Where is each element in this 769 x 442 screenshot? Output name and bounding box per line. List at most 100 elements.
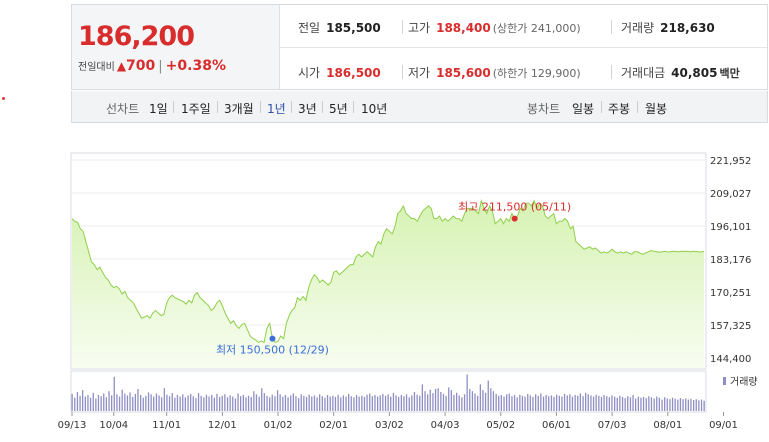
- volume-bar: [379, 395, 381, 411]
- quote-row-divider: [279, 47, 767, 48]
- volume-bar: [577, 395, 579, 411]
- volume-bar: [284, 395, 287, 411]
- volume-bar: [687, 399, 689, 411]
- volume-bar: [337, 394, 339, 411]
- prev-close-value: 185,500: [326, 21, 381, 35]
- volume-bar: [82, 390, 84, 411]
- col-divider: [402, 65, 403, 79]
- volume-bar: [192, 396, 194, 411]
- tab-3m[interactable]: 3개월: [224, 102, 254, 116]
- tab-5y[interactable]: 5년: [329, 102, 348, 116]
- price-area: [72, 200, 704, 368]
- tab-1w[interactable]: 1주일: [181, 102, 211, 116]
- volume-bar: [650, 397, 653, 411]
- volume-bar: [279, 394, 281, 411]
- volume-bar: [74, 397, 76, 411]
- volume-bar: [506, 394, 508, 411]
- volume-bar: [513, 395, 516, 411]
- volume-bar: [132, 396, 134, 411]
- volume-bar: [147, 392, 150, 411]
- volume-bar: [263, 393, 265, 411]
- volume-bar: [316, 397, 318, 411]
- y-tick-label: 209,027: [710, 189, 751, 200]
- volume-legend-swatch: [723, 377, 726, 385]
- volume-bar: [111, 395, 113, 411]
- volume-bar: [92, 392, 94, 411]
- volume-bar: [561, 396, 563, 411]
- volume-bar: [182, 394, 184, 411]
- volume-bar: [342, 395, 344, 411]
- volume-bar: [79, 395, 81, 411]
- volume-bar: [674, 398, 676, 411]
- tab-10y[interactable]: 10년: [361, 102, 388, 116]
- volume-bar: [208, 396, 210, 411]
- volume-bar: [632, 395, 634, 411]
- volume-bar: [103, 393, 105, 411]
- open-label: 시가: [298, 66, 321, 80]
- volume-bar: [226, 397, 229, 411]
- volume-bar: [303, 395, 305, 411]
- volume-bar: [679, 398, 682, 411]
- volume-bar: [600, 396, 603, 411]
- tab-monthly[interactable]: 월봉: [645, 102, 668, 116]
- low-value: 185,600: [436, 66, 491, 80]
- volume-bar: [453, 395, 455, 411]
- tab-1d[interactable]: 1일: [149, 102, 168, 116]
- volume-bar: [511, 396, 513, 411]
- volume-bar: [334, 396, 337, 411]
- open-price: 시가 186,500: [298, 64, 381, 81]
- volume-bar: [340, 397, 342, 411]
- x-tick-label: 09/01: [709, 420, 738, 431]
- tab-separator: [637, 101, 638, 113]
- volume-bar: [490, 388, 492, 411]
- volume-bar: [255, 394, 258, 411]
- volume-bar: [166, 394, 168, 411]
- y-tick-label: 183,176: [710, 255, 751, 266]
- volume-bar: [693, 400, 695, 411]
- volume-bar: [437, 388, 439, 411]
- tab-separator: [322, 101, 323, 113]
- volume-bar: [250, 396, 252, 411]
- volume-bars: [71, 374, 705, 411]
- volume-bar: [579, 393, 581, 411]
- volume-bar: [240, 396, 242, 411]
- volume-bar: [266, 395, 268, 411]
- volume-bar: [550, 395, 553, 411]
- volume-bar: [495, 393, 497, 411]
- x-tick-label: 02/01: [319, 420, 348, 431]
- volume-bar: [308, 394, 310, 411]
- volume-bar: [395, 395, 397, 411]
- volume-bar: [300, 394, 302, 411]
- change-label: 전일대비: [78, 62, 115, 73]
- volume-bar: [466, 374, 468, 411]
- tab-3y[interactable]: 3년: [298, 102, 317, 116]
- volume-bar: [542, 396, 545, 411]
- lower-limit: (하한가 129,900): [492, 67, 581, 80]
- volume-bar: [221, 395, 223, 411]
- volume-bar: [558, 395, 560, 411]
- volume-bar: [442, 393, 445, 411]
- volume-bar: [482, 390, 484, 411]
- volume-bar: [500, 395, 502, 411]
- x-tick-label: 11/01: [152, 420, 181, 431]
- quote-summary: 186,200 전일대비 ▲700 | +0.38% 전일 185,500 고가 188,…: [71, 4, 768, 90]
- y-tick-label: 221,952: [710, 156, 751, 167]
- volume-bar: [184, 397, 186, 411]
- volume-bar: [355, 395, 358, 411]
- tab-daily[interactable]: 일봉: [572, 102, 595, 116]
- volume-bar: [448, 387, 450, 411]
- volume-bar: [424, 391, 426, 411]
- low-label: 저가: [408, 66, 431, 80]
- volume-bar: [403, 396, 405, 411]
- volume-bar: [113, 376, 115, 411]
- volume-bar: [361, 395, 363, 411]
- tab-weekly[interactable]: 주봉: [608, 102, 631, 116]
- chart-period-tabs: 선차트 1일 1주일 3개월 1년 3년 5년 10년 봉차트 일봉 주봉 월봉: [71, 91, 768, 123]
- x-tick-label: 07/03: [598, 420, 627, 431]
- tab-1y[interactable]: 1년: [267, 102, 286, 116]
- volume-bar: [416, 394, 418, 411]
- volume-bar: [619, 395, 621, 411]
- high-price: 고가 188,400 (상한가 241,000): [408, 19, 581, 36]
- volume-bar: [642, 396, 645, 411]
- volume-bar: [387, 394, 389, 411]
